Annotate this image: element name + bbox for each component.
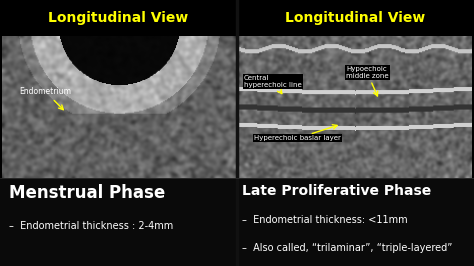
Text: Longitudinal View: Longitudinal View: [48, 11, 189, 25]
Text: Hypoechoic
middle zone: Hypoechoic middle zone: [346, 66, 389, 96]
Text: Longitudinal View: Longitudinal View: [285, 11, 426, 25]
Text: Late Proliferative Phase: Late Proliferative Phase: [242, 184, 431, 198]
Text: –  Also called, “trilaminar”, “triple-layered”: – Also called, “trilaminar”, “triple-lay…: [242, 243, 452, 253]
Text: Hyperechoic baslar layer: Hyperechoic baslar layer: [254, 125, 340, 141]
Bar: [238, 0, 472, 36]
Text: –  Endometrial thickness: <11mm: – Endometrial thickness: <11mm: [242, 215, 407, 226]
Text: Endometrium: Endometrium: [19, 87, 71, 110]
Text: Menstrual Phase: Menstrual Phase: [9, 184, 166, 202]
Text: –  Endometrial thickness : 2-4mm: – Endometrial thickness : 2-4mm: [9, 221, 174, 231]
Bar: [0, 178, 474, 266]
Text: Central
hyperechoic line: Central hyperechoic line: [244, 75, 302, 94]
Bar: [2, 0, 236, 36]
